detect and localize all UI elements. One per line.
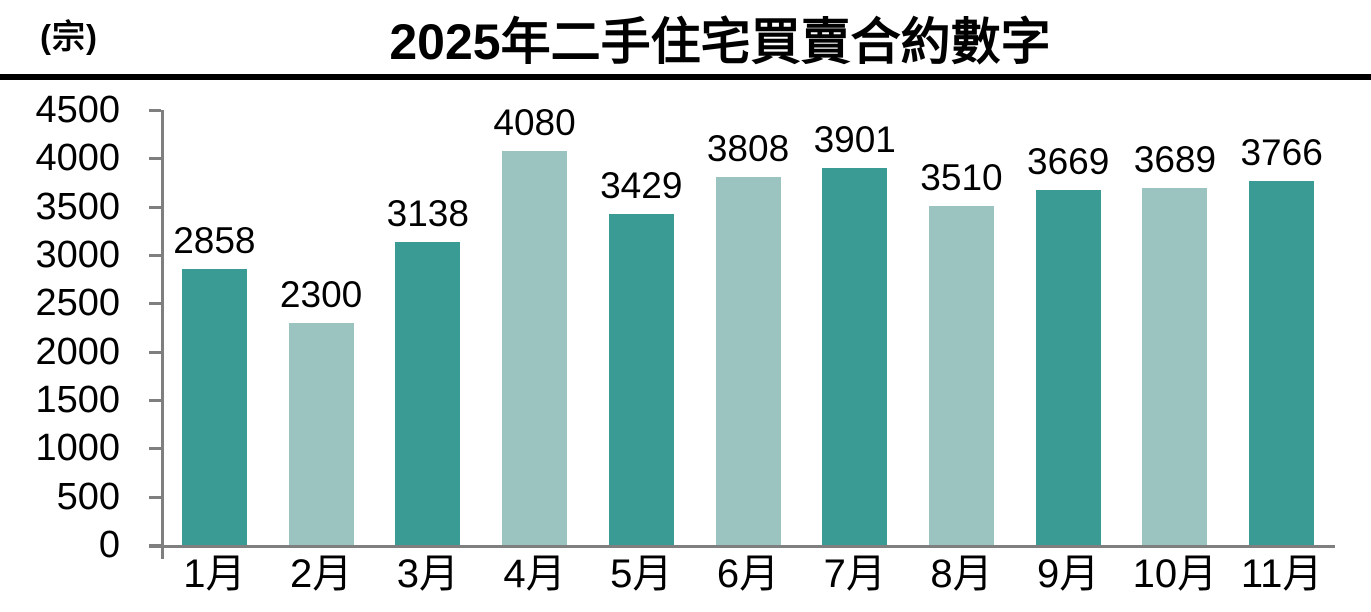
y-tick-label: 4000 (35, 137, 120, 180)
bar (822, 168, 888, 545)
x-tick-label: 5月 (610, 552, 673, 596)
bar (928, 206, 994, 545)
bar-value-label: 2858 (173, 220, 256, 261)
bar-value-label: 4080 (493, 102, 576, 143)
x-tick-label: 7月 (823, 552, 886, 596)
y-tick-label: 3000 (35, 234, 120, 276)
y-axis-line (161, 110, 164, 559)
bar-value-label: 3138 (386, 193, 469, 234)
bar-value-label: 2300 (279, 274, 363, 315)
bar (1035, 190, 1101, 545)
x-tick-label: 1月 (183, 552, 246, 596)
x-tick-label: 4月 (503, 552, 566, 596)
y-axis-tick (149, 350, 161, 354)
y-axis-tick (149, 399, 161, 402)
bar (502, 151, 568, 545)
x-tick-label: 11月 (1240, 552, 1323, 596)
chart-title: 2025年二手住宅買賣合約數字 (389, 14, 1051, 70)
y-tick-label: 2500 (35, 282, 120, 325)
bar-value-label: 3689 (1133, 139, 1217, 180)
x-tick-label: 9月 (1037, 552, 1100, 596)
y-axis-tick (149, 109, 161, 112)
y-axis-tick (149, 495, 161, 499)
bar (715, 177, 781, 545)
y-tick-label: 4500 (35, 89, 120, 131)
bar (608, 214, 674, 545)
bar (1249, 181, 1315, 545)
x-tick-label: 2月 (289, 552, 353, 596)
y-axis-tick (149, 302, 161, 306)
bar-value-label: 3901 (813, 119, 896, 160)
bar-value-label: 3808 (706, 128, 790, 169)
x-tick-label: 10月 (1132, 552, 1218, 596)
y-axis-tick (149, 447, 161, 451)
bar-value-label: 3510 (920, 157, 1003, 198)
y-axis-tick (149, 157, 161, 161)
y-tick-label: 1000 (35, 427, 120, 470)
bar (1142, 188, 1208, 545)
bar-value-label: 3766 (1240, 132, 1323, 173)
y-tick-label: 3500 (35, 185, 120, 228)
y-tick-label: 500 (56, 475, 120, 518)
bar (395, 242, 461, 545)
y-tick-label: 0 (98, 524, 120, 566)
title-separator-rule (0, 74, 1371, 80)
bar (288, 323, 354, 545)
y-tick-label: 1500 (35, 379, 120, 421)
bar-value-label: 3429 (600, 165, 683, 206)
x-axis-line (149, 545, 1335, 548)
y-axis-unit-label: (宗) (40, 18, 98, 55)
x-tick-label: 8月 (930, 552, 993, 596)
x-tick-label: 6月 (716, 552, 780, 596)
y-axis-tick (149, 205, 161, 209)
y-axis-tick (149, 254, 161, 257)
bar (181, 269, 247, 545)
y-tick-label: 2000 (35, 330, 120, 373)
x-tick-label: 3月 (396, 552, 459, 596)
bar-value-label: 3669 (1027, 141, 1110, 182)
